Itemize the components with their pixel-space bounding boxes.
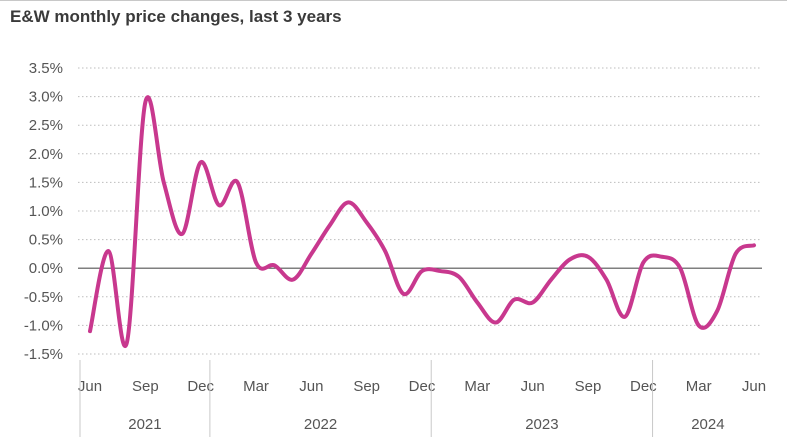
data-point (568, 258, 572, 262)
data-point (586, 255, 590, 259)
data-point (494, 321, 498, 325)
data-point (678, 266, 682, 270)
data-point (365, 220, 369, 224)
x-tick-label: Dec (187, 378, 214, 395)
data-point (328, 223, 332, 227)
data-point (697, 323, 701, 327)
y-tick-label: -0.5% (24, 289, 63, 306)
data-point (604, 278, 608, 282)
data-point (734, 252, 738, 256)
gridlines (78, 67, 762, 355)
data-point (402, 292, 406, 296)
y-tick-label: 2.5% (29, 117, 63, 134)
y-tick-label: 3.0% (29, 89, 63, 106)
y-tick-label: 0.5% (29, 232, 63, 249)
year-label: 2023 (525, 416, 558, 433)
x-tick-label: Dec (630, 378, 657, 395)
x-tick-label: Mar (243, 378, 269, 395)
data-point (217, 203, 221, 207)
data-point (199, 160, 203, 164)
x-tick-label: Dec (409, 378, 436, 395)
data-point (715, 309, 719, 313)
y-tick-label: 0.0% (29, 260, 63, 277)
data-point (660, 255, 664, 259)
data-point (475, 301, 479, 305)
year-label: 2021 (128, 416, 161, 433)
data-point (623, 315, 627, 319)
data-point (752, 243, 756, 247)
data-point (125, 341, 129, 345)
data-point (438, 269, 442, 273)
y-tick-label: 3.5% (29, 60, 63, 77)
data-point (309, 252, 313, 256)
data-point (549, 278, 553, 282)
x-tick-label: Sep (353, 378, 380, 395)
data-point (254, 260, 258, 264)
data-point (162, 180, 166, 184)
data-point (88, 329, 92, 333)
data-point (383, 249, 387, 253)
year-label: 2024 (691, 416, 724, 433)
y-tick-label: 2.0% (29, 146, 63, 163)
x-tick-label: Jun (742, 378, 766, 395)
data-point (106, 249, 110, 253)
data-point (420, 269, 424, 273)
data-point (512, 298, 516, 302)
data-point (291, 278, 295, 282)
chart-title: E&W monthly price changes, last 3 years (10, 7, 342, 26)
x-tick-label: Sep (132, 378, 159, 395)
x-tick-label: Jun (521, 378, 545, 395)
data-point (236, 180, 240, 184)
y-tick-label: -1.0% (24, 317, 63, 334)
data-point (531, 301, 535, 305)
data-point (346, 200, 350, 204)
data-point (180, 232, 184, 236)
series-path (88, 95, 756, 348)
top-border (0, 0, 787, 1)
data-point (143, 100, 147, 104)
x-tick-label: Mar (464, 378, 490, 395)
x-tick-label: Jun (78, 378, 102, 395)
year-label: 2022 (304, 416, 337, 433)
y-tick-label: -1.5% (24, 346, 63, 363)
data-point (641, 260, 645, 264)
x-tick-label: Sep (575, 378, 602, 395)
x-tick-label: Jun (299, 378, 323, 395)
y-tick-label: 1.0% (29, 203, 63, 220)
y-tick-label: 1.5% (29, 174, 63, 191)
x-axis: Jun Sep Dec Mar Jun Sep Dec Mar Jun Sep Dec Mar Jun 2… (78, 360, 766, 437)
y-axis-ticks: 3.5% 3.0% 2.5% 2.0% 1.5% 1.0% 0.5% 0.0% -0.5% -1.… (24, 60, 63, 363)
series-line (88, 95, 756, 348)
data-point (457, 275, 461, 279)
x-tick-label: Mar (686, 378, 712, 395)
data-point (272, 263, 276, 267)
